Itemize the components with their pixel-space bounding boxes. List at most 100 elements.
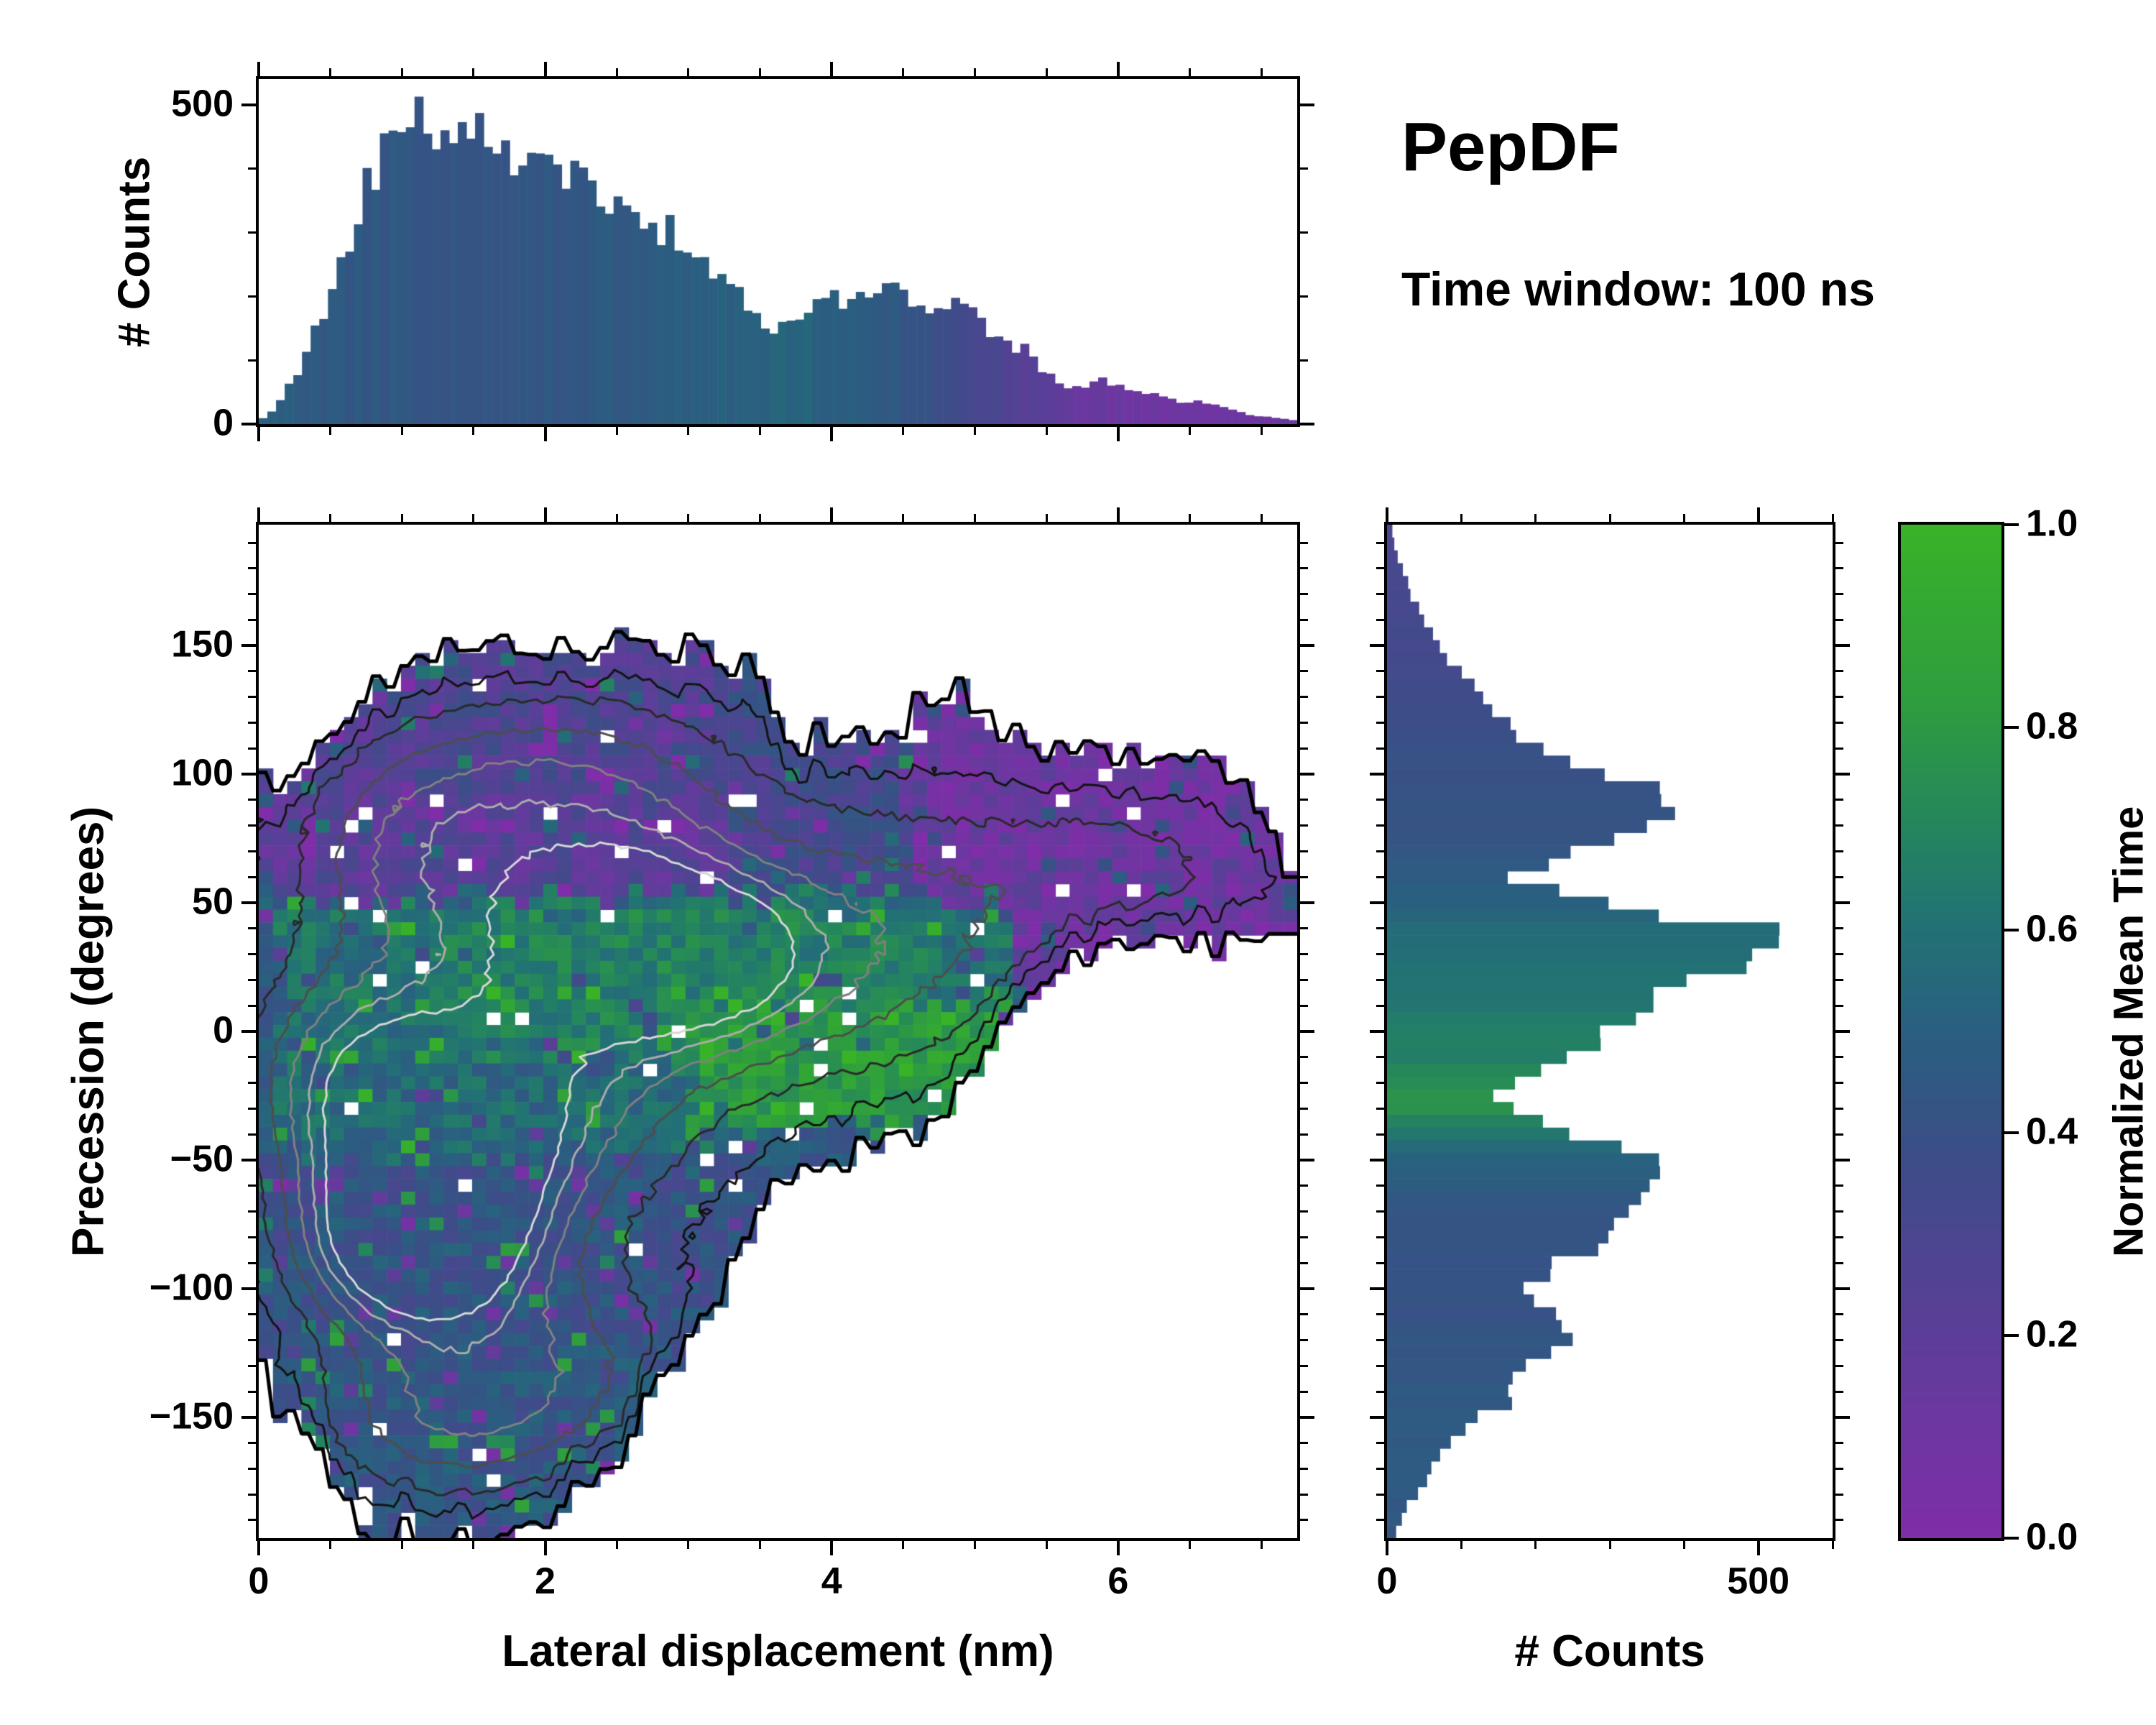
tick-mark <box>1835 850 1843 852</box>
tick-mark <box>400 514 403 522</box>
tick-mark <box>1376 978 1384 981</box>
tick-mark <box>1835 773 1850 776</box>
tick-mark <box>1300 1056 1308 1059</box>
tick-mark <box>1835 1519 1843 1522</box>
right-xlabel: # Counts <box>1514 1627 1705 1676</box>
tick-mark <box>1376 1338 1384 1341</box>
tick-mark <box>1835 1158 1850 1162</box>
tick-mark <box>1300 1236 1308 1238</box>
tick-label: 50 <box>192 880 234 923</box>
tick-mark <box>1300 167 1308 170</box>
tick-mark <box>329 427 332 435</box>
tick-mark <box>1300 901 1314 905</box>
tick-label: 500 <box>1727 1560 1790 1602</box>
tick-mark <box>1376 1004 1384 1007</box>
tick-mark <box>1756 1541 1760 1555</box>
tick-mark <box>1835 953 1843 956</box>
tick-mark <box>1835 1390 1843 1393</box>
tick-mark <box>1835 1056 1843 1059</box>
tick-mark <box>1376 618 1384 621</box>
tick-label: 4 <box>821 1560 842 1602</box>
tick-mark <box>830 62 834 76</box>
tick-label: −50 <box>170 1138 234 1180</box>
tick-mark <box>1300 875 1308 878</box>
tick-mark <box>615 1541 618 1549</box>
tick-mark <box>1376 1056 1384 1059</box>
tick-mark <box>1835 1210 1843 1213</box>
tick-mark <box>1835 1236 1843 1238</box>
tick-mark <box>1045 1541 1048 1549</box>
tick-mark <box>1300 1082 1308 1085</box>
tick-mark <box>1835 644 1850 648</box>
tick-mark <box>1300 1133 1308 1136</box>
tick-mark <box>1835 593 1843 596</box>
tick-mark <box>615 427 618 435</box>
tick-mark <box>1300 1107 1308 1110</box>
tick-mark <box>1376 1442 1384 1445</box>
tick-mark <box>1376 670 1384 673</box>
tick-mark <box>1376 1184 1384 1187</box>
tick-mark <box>1376 1390 1384 1393</box>
tick-mark <box>543 427 547 441</box>
tick-mark <box>1300 1519 1308 1522</box>
tick-mark <box>248 1467 256 1470</box>
tick-mark <box>1376 722 1384 724</box>
tick-mark <box>1300 1210 1308 1213</box>
tick-mark <box>1189 1541 1192 1549</box>
tick-mark <box>1835 1107 1843 1110</box>
tick-label: 0.6 <box>2026 908 2078 950</box>
tick-mark <box>687 1541 690 1549</box>
tick-mark <box>1300 1338 1308 1341</box>
tick-mark <box>759 514 762 522</box>
tick-mark <box>248 1442 256 1445</box>
tick-mark <box>830 1541 834 1555</box>
tick-mark <box>1370 1158 1384 1162</box>
tick-mark <box>1835 1184 1843 1187</box>
tick-mark <box>1300 747 1308 750</box>
tick-mark <box>615 514 618 522</box>
tick-mark <box>1300 1030 1314 1033</box>
tick-mark <box>1835 799 1843 801</box>
tick-mark <box>241 773 256 776</box>
tick-mark <box>1370 644 1384 648</box>
tick-mark <box>1300 1415 1314 1419</box>
tick-mark <box>1300 722 1308 724</box>
tick-mark <box>1608 514 1611 522</box>
tick-mark <box>1370 901 1384 905</box>
tick-mark <box>2004 929 2019 932</box>
tick-mark <box>1045 427 1048 435</box>
tick-mark <box>1300 567 1308 570</box>
tick-mark <box>1045 68 1048 76</box>
tick-mark <box>248 875 256 878</box>
tick-mark <box>472 68 475 76</box>
tick-mark <box>1835 670 1843 673</box>
tick-mark <box>830 507 834 522</box>
tick-mark <box>400 68 403 76</box>
tick-mark <box>902 1541 905 1549</box>
tick-mark <box>1534 514 1537 522</box>
tick-label: 0.0 <box>2026 1516 2078 1558</box>
colorbar-panel: 0.0 0.2 0.4 0.6 0.8 1.0 <box>1898 503 2078 1558</box>
tick-mark <box>257 427 260 441</box>
tick-mark <box>1376 1467 1384 1470</box>
tick-mark <box>257 1541 260 1555</box>
tick-mark <box>1835 696 1843 699</box>
tick-mark <box>1300 953 1308 956</box>
tick-mark <box>1835 567 1843 570</box>
tick-mark <box>248 722 256 724</box>
tick-mark <box>1376 1133 1384 1136</box>
tick-mark <box>248 696 256 699</box>
tick-mark <box>759 427 762 435</box>
tick-mark <box>1386 1541 1388 1555</box>
tick-mark <box>902 514 905 522</box>
tick-mark <box>248 541 256 544</box>
tick-mark <box>687 68 690 76</box>
heatmap-canvas <box>259 525 1297 1538</box>
tick-mark <box>1370 1030 1384 1033</box>
tick-mark <box>1376 1261 1384 1264</box>
tick-mark <box>248 824 256 827</box>
tick-mark <box>248 747 256 750</box>
right-histogram-canvas <box>1387 525 1833 1538</box>
tick-mark <box>1534 1541 1537 1549</box>
tick-mark <box>1835 1467 1843 1470</box>
